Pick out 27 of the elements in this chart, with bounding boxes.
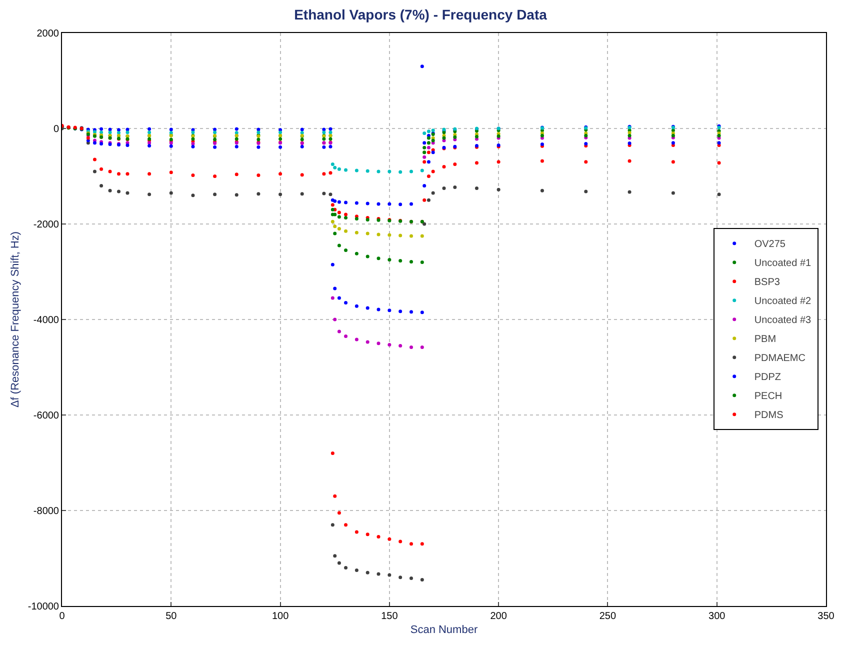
legend-label: Uncoated #3 [754, 315, 812, 326]
y-tick-label: -6000 [33, 410, 60, 422]
legend-label: BSP3 [754, 277, 780, 288]
x-tick-label: 100 [272, 611, 290, 622]
y-tick-label: 0 [53, 124, 60, 135]
legend-label: PDMAEMC [754, 353, 806, 364]
y-tick-label: 2000 [36, 28, 60, 40]
legend-label: PBM [754, 334, 776, 346]
y-tick-label: -4000 [33, 315, 60, 326]
legend-label: Uncoated #2 [754, 296, 812, 308]
y-tick-label: -8000 [33, 506, 60, 517]
x-tick-label: 50 [166, 611, 178, 622]
x-tick-label: 200 [490, 611, 508, 622]
y-tick-label: -2000 [33, 220, 60, 230]
y-tick-label: -10000 [28, 602, 60, 612]
legend-label: PDMS [754, 410, 784, 422]
x-tick-label: 350 [818, 611, 835, 622]
chart-title: Ethanol Vapors (7%) - Frequency Data [294, 6, 548, 23]
y-axis-title: Δf (Resonance Frequency Shift, Hz) [10, 231, 22, 408]
x-tick-label: 250 [599, 611, 616, 622]
legend-label: PDPZ [754, 372, 782, 384]
x-tick-label: 300 [708, 611, 726, 622]
x-axis-title: Scan Number [410, 624, 478, 636]
legend-label: OV275 [754, 239, 786, 250]
x-tick-label: 150 [381, 611, 398, 622]
legend-label: Uncoated #1 [754, 258, 812, 270]
legend-label: PECH [754, 391, 782, 402]
